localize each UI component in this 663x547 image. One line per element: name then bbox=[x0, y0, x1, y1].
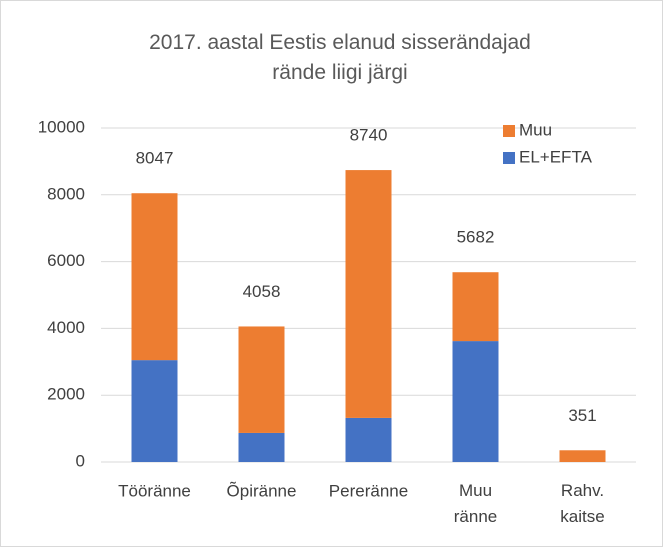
y-tick-label: 2000 bbox=[47, 385, 85, 404]
total-label: 5682 bbox=[457, 228, 495, 247]
bar-segment bbox=[452, 341, 499, 462]
bar-segment bbox=[238, 326, 285, 433]
x-tick-label: Õpiränne bbox=[227, 481, 297, 500]
legend-label: Muu bbox=[519, 120, 552, 139]
bar-segment bbox=[345, 170, 392, 418]
x-tick-label: Tööränne bbox=[118, 481, 191, 500]
legend-label: EL+EFTA bbox=[519, 147, 593, 166]
x-tick-label: Muu ränne bbox=[454, 481, 497, 526]
y-tick-label: 8000 bbox=[47, 184, 85, 203]
y-tick-label: 0 bbox=[76, 451, 85, 470]
x-tick-label: Rahv. kaitse bbox=[560, 481, 604, 526]
legend-swatch bbox=[503, 152, 515, 164]
total-label: 8740 bbox=[350, 126, 388, 145]
y-tick-label: 6000 bbox=[47, 251, 85, 270]
chart-title: 2017. aastal Eestis elanud sisserändajad… bbox=[149, 31, 531, 84]
bar-segment bbox=[238, 432, 285, 462]
y-tick-label: 4000 bbox=[47, 318, 85, 337]
legend-swatch bbox=[503, 125, 515, 137]
x-tick-label: Pereränne bbox=[329, 481, 408, 500]
total-label: 8047 bbox=[136, 149, 174, 168]
bar-segment bbox=[452, 272, 499, 342]
bar-segment bbox=[131, 193, 178, 361]
bar-segment bbox=[559, 450, 606, 462]
total-label: 351 bbox=[568, 406, 596, 425]
total-label: 4058 bbox=[243, 282, 281, 301]
bar-segment bbox=[345, 417, 392, 462]
bar-segment bbox=[131, 360, 178, 462]
y-tick-label: 10000 bbox=[38, 117, 85, 136]
